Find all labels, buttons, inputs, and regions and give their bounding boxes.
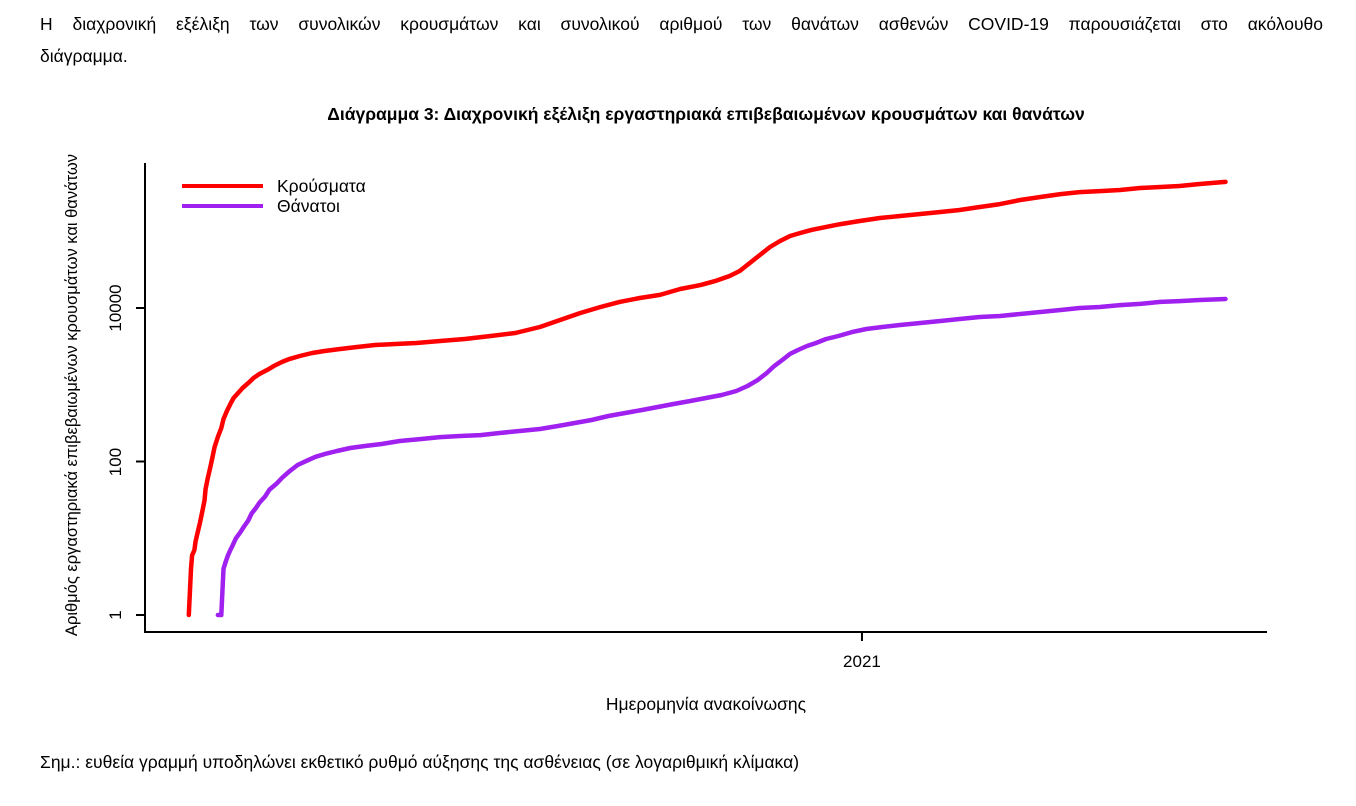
deaths-line (215, 296, 1228, 618)
legend-label-cases: Κρούσματα (277, 176, 366, 196)
intro-line-1: Η διαχρονική εξέλιξη των συνολικών κρουσ… (40, 14, 1323, 34)
intro-line-2: διάγραμμα. (40, 46, 128, 66)
y-tick-label: 10000 (106, 284, 125, 332)
chart-title: Διάγραμμα 3: Διαχρονική εξέλιξη εργαστηρ… (327, 104, 1085, 124)
x-axis-title: Ημερομηνία ανακοίνωσης (605, 694, 807, 714)
axis-tick-marks (136, 307, 863, 641)
y-axis-title: Αριθμός εργαστηριακά επιβεβαιωμένων κρου… (63, 153, 81, 637)
footnote: Σημ.: ευθεία γραμμή υποδηλώνει εκθετικό … (40, 752, 800, 772)
cases-line (186, 179, 1228, 618)
intro-paragraph: Η διαχρονική εξέλιξη των συνολικών κρουσ… (40, 8, 1323, 72)
legend-label-deaths: Θάνατοι (277, 196, 340, 216)
axis-lines (144, 163, 1267, 633)
y-tick-label: 1 (106, 610, 125, 620)
y-tick-label: 100 (106, 447, 125, 476)
x-tick-label-2021: 2021 (843, 652, 881, 671)
